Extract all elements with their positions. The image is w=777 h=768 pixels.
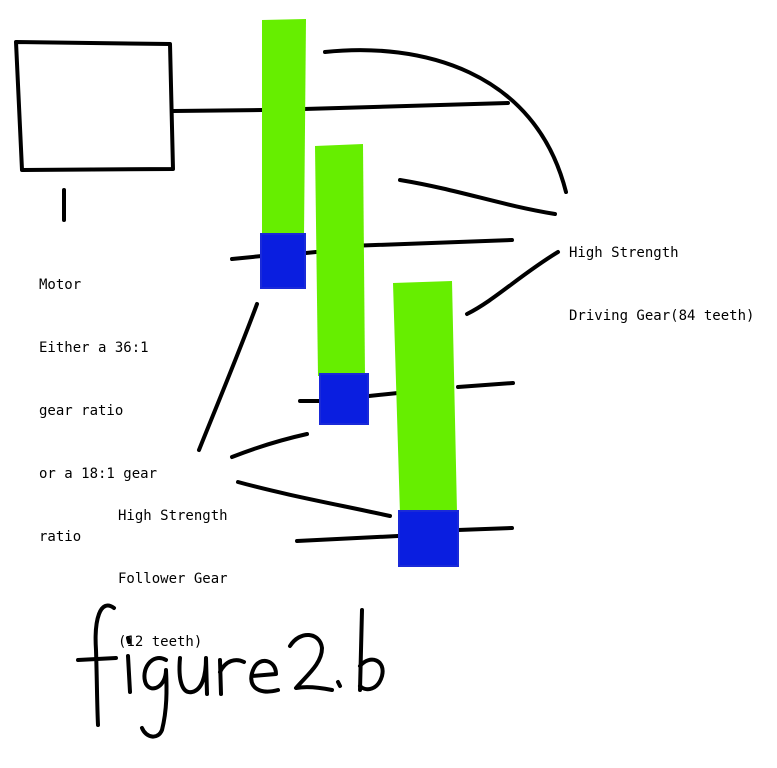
- motor-shaft: [171, 108, 264, 113]
- axle-2: [230, 238, 514, 261]
- follower-gear-leader-2: [230, 432, 309, 459]
- axle-3: [298, 381, 515, 403]
- driving-gear-label-line: Driving Gear(84 teeth): [569, 308, 755, 324]
- follower-gear-3: [398, 510, 459, 567]
- follower-gear-label: High Strength Follower Gear (12 teeth): [118, 464, 228, 674]
- figure-caption-handwritten: [76, 603, 385, 739]
- motor-label-line: Motor: [39, 277, 82, 293]
- driving-gear-label-line: High Strength: [569, 245, 679, 261]
- motor-label: Motor Either a 36:1 gear ratio or a 18:1…: [39, 233, 157, 569]
- motor-label-line: gear ratio: [39, 403, 124, 419]
- motor-label-line: or a 18:1 gear: [39, 466, 158, 482]
- follower-gear-leader-3: [236, 480, 392, 518]
- follower-gear-leader-1: [197, 302, 259, 452]
- motor-box: [14, 40, 175, 172]
- driving-gear-leader-3: [465, 250, 560, 316]
- motor-label-line: Either a 36:1: [39, 340, 149, 356]
- driving-gear-3: [393, 281, 457, 514]
- follower-gear-1: [260, 233, 306, 289]
- follower-gear-label-line: Follower Gear: [118, 571, 228, 587]
- axle-4: [295, 526, 514, 543]
- driving-gear-2: [315, 144, 365, 376]
- driving-gear-1: [262, 19, 306, 236]
- driving-gear-label: High Strength Driving Gear(84 teeth): [569, 201, 754, 348]
- driving-gear-leader-2: [398, 178, 557, 216]
- follower-gear-label-line: High Strength: [118, 508, 228, 524]
- motor-label-line: ratio: [39, 529, 82, 545]
- follower-gear-2: [319, 373, 369, 425]
- driving-gear-leader-1: [323, 48, 568, 194]
- axle-1: [302, 101, 510, 111]
